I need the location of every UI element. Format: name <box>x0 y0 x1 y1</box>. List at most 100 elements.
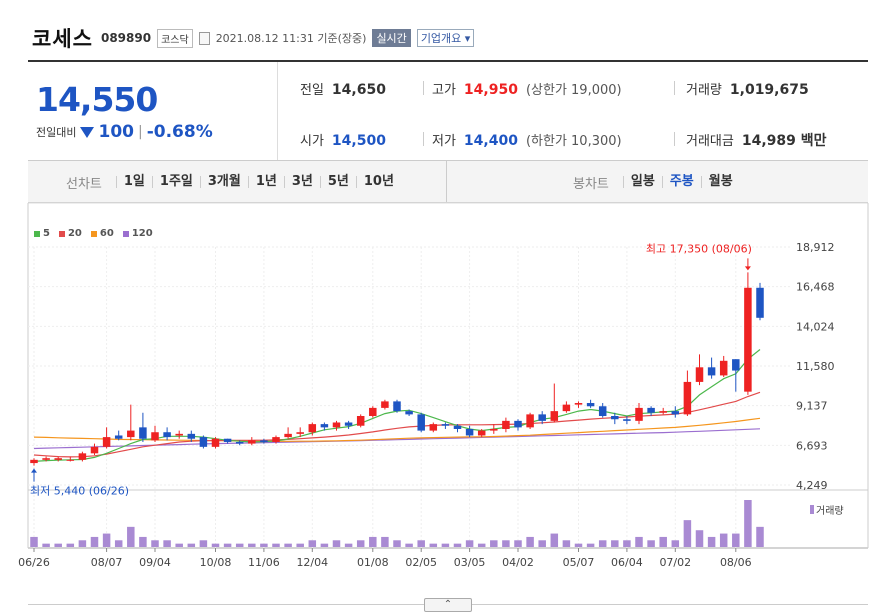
candle-body <box>598 406 607 417</box>
volume-bar <box>477 543 486 547</box>
candle-body <box>756 287 764 318</box>
candle-body <box>659 411 667 413</box>
volume-bar <box>284 543 292 547</box>
legend-ma20: 20 <box>58 228 82 239</box>
candle-body <box>441 424 450 426</box>
volume-bar <box>272 543 280 547</box>
candle-body <box>127 430 135 438</box>
volume-bar <box>647 540 655 547</box>
volume-bar <box>550 533 559 547</box>
candle-body <box>151 432 159 441</box>
candle-body <box>260 440 268 442</box>
volume-bar <box>490 540 498 547</box>
tab-weekly[interactable]: 주봉 <box>661 175 701 188</box>
x-tick-label: 06/04 <box>611 556 643 569</box>
realtime-button[interactable]: 실시간 <box>372 29 411 47</box>
volume-bar <box>344 543 353 547</box>
day-high: 고가 14,950 (상한가 19,000) <box>432 82 622 98</box>
candle-body <box>42 458 50 460</box>
x-tick-label: 01/08 <box>357 556 389 569</box>
candle-body <box>514 420 522 428</box>
low-annotation: 최저 5,440 (06/26) <box>30 485 129 498</box>
change-value: 100 <box>98 122 134 142</box>
volume-bar <box>151 540 159 547</box>
candle-body <box>223 438 232 442</box>
volume-bar <box>296 543 304 547</box>
legend-swatch <box>90 230 97 237</box>
ma60-line <box>33 417 761 442</box>
quote-divider <box>28 160 868 161</box>
low-arrow-head <box>31 468 37 473</box>
tabs-divider <box>446 161 447 203</box>
stat-divider <box>423 81 424 95</box>
legend-swatch <box>34 230 40 237</box>
high-annotation: 최고 17,350 (08/06) <box>646 242 752 255</box>
corp-overview-dropdown[interactable]: 기업개요 ▾ <box>416 29 475 47</box>
volume-bar <box>78 540 87 547</box>
x-tick-label: 03/05 <box>454 556 486 569</box>
line-chart-tabs: 선차트 1일 1주일 3개월 1년 3년 5년 10년 <box>66 161 401 203</box>
open-price: 시가 14,500 <box>300 133 386 149</box>
candle-body <box>320 424 329 428</box>
candle-body <box>308 424 317 433</box>
volume-bar <box>683 520 692 547</box>
legend-ma5: 5 <box>34 228 50 239</box>
candle-body <box>538 414 546 421</box>
volume-bar <box>187 543 196 547</box>
tab-monthly[interactable]: 월봉 <box>700 175 740 188</box>
candle-body <box>332 422 341 428</box>
tab-daily[interactable]: 일봉 <box>622 175 662 188</box>
candle-body <box>477 430 486 436</box>
candle-body <box>114 435 123 439</box>
candle-body <box>465 428 474 436</box>
volume-bar <box>671 540 680 547</box>
tab-1week[interactable]: 1주일 <box>151 175 200 188</box>
x-tick-label: 08/06 <box>720 556 752 569</box>
candle-body <box>586 403 595 407</box>
ma20-line <box>33 391 761 458</box>
candle-body <box>78 453 87 460</box>
tab-10year[interactable]: 10년 <box>355 175 401 188</box>
volume-bar <box>526 536 534 547</box>
volume-bar <box>369 536 377 547</box>
volume-bar <box>502 540 510 547</box>
legend-swatch <box>58 230 65 237</box>
volume-bar <box>102 533 111 547</box>
stat-divider <box>423 132 424 146</box>
volume-bar <box>429 543 438 547</box>
volume-bar <box>732 533 740 547</box>
volume-bar <box>465 540 474 547</box>
x-tick-label: 12/04 <box>296 556 328 569</box>
volume-bar <box>211 543 220 547</box>
volume-bar <box>453 543 462 547</box>
volume-bar <box>235 543 244 547</box>
candle-body <box>199 437 208 447</box>
volume-bar <box>756 526 764 547</box>
candle-body <box>611 416 619 420</box>
candle-chart-title: 봉차트 <box>573 176 609 192</box>
volume-legend-swatch <box>810 505 814 514</box>
tab-3year[interactable]: 3년 <box>283 175 320 188</box>
tab-5year[interactable]: 5년 <box>319 175 356 188</box>
candle-body <box>66 459 75 461</box>
legend-ma60: 60 <box>90 228 114 239</box>
tab-1day[interactable]: 1일 <box>115 175 152 188</box>
volume-bar <box>417 540 425 547</box>
stat-divider <box>674 81 675 95</box>
candle-body <box>744 287 752 392</box>
collapse-toggle[interactable]: ⌃ <box>424 598 472 612</box>
volume-bar <box>248 543 256 547</box>
y-tick-label: 11,580 <box>796 360 835 373</box>
legend-ma120: 120 <box>122 228 153 239</box>
price-box: 14,550 전일대비 100 | -0.68% <box>28 62 278 160</box>
volume-bar <box>611 540 619 547</box>
candle-body <box>623 419 631 421</box>
stat-divider <box>674 132 675 146</box>
volume-bar <box>393 540 401 547</box>
tab-3month[interactable]: 3개월 <box>199 175 248 188</box>
y-tick-label: 18,912 <box>796 241 835 254</box>
candle-body <box>102 437 111 447</box>
candle-body <box>719 360 728 376</box>
volume-bar <box>199 540 208 547</box>
tab-1year[interactable]: 1년 <box>247 175 284 188</box>
